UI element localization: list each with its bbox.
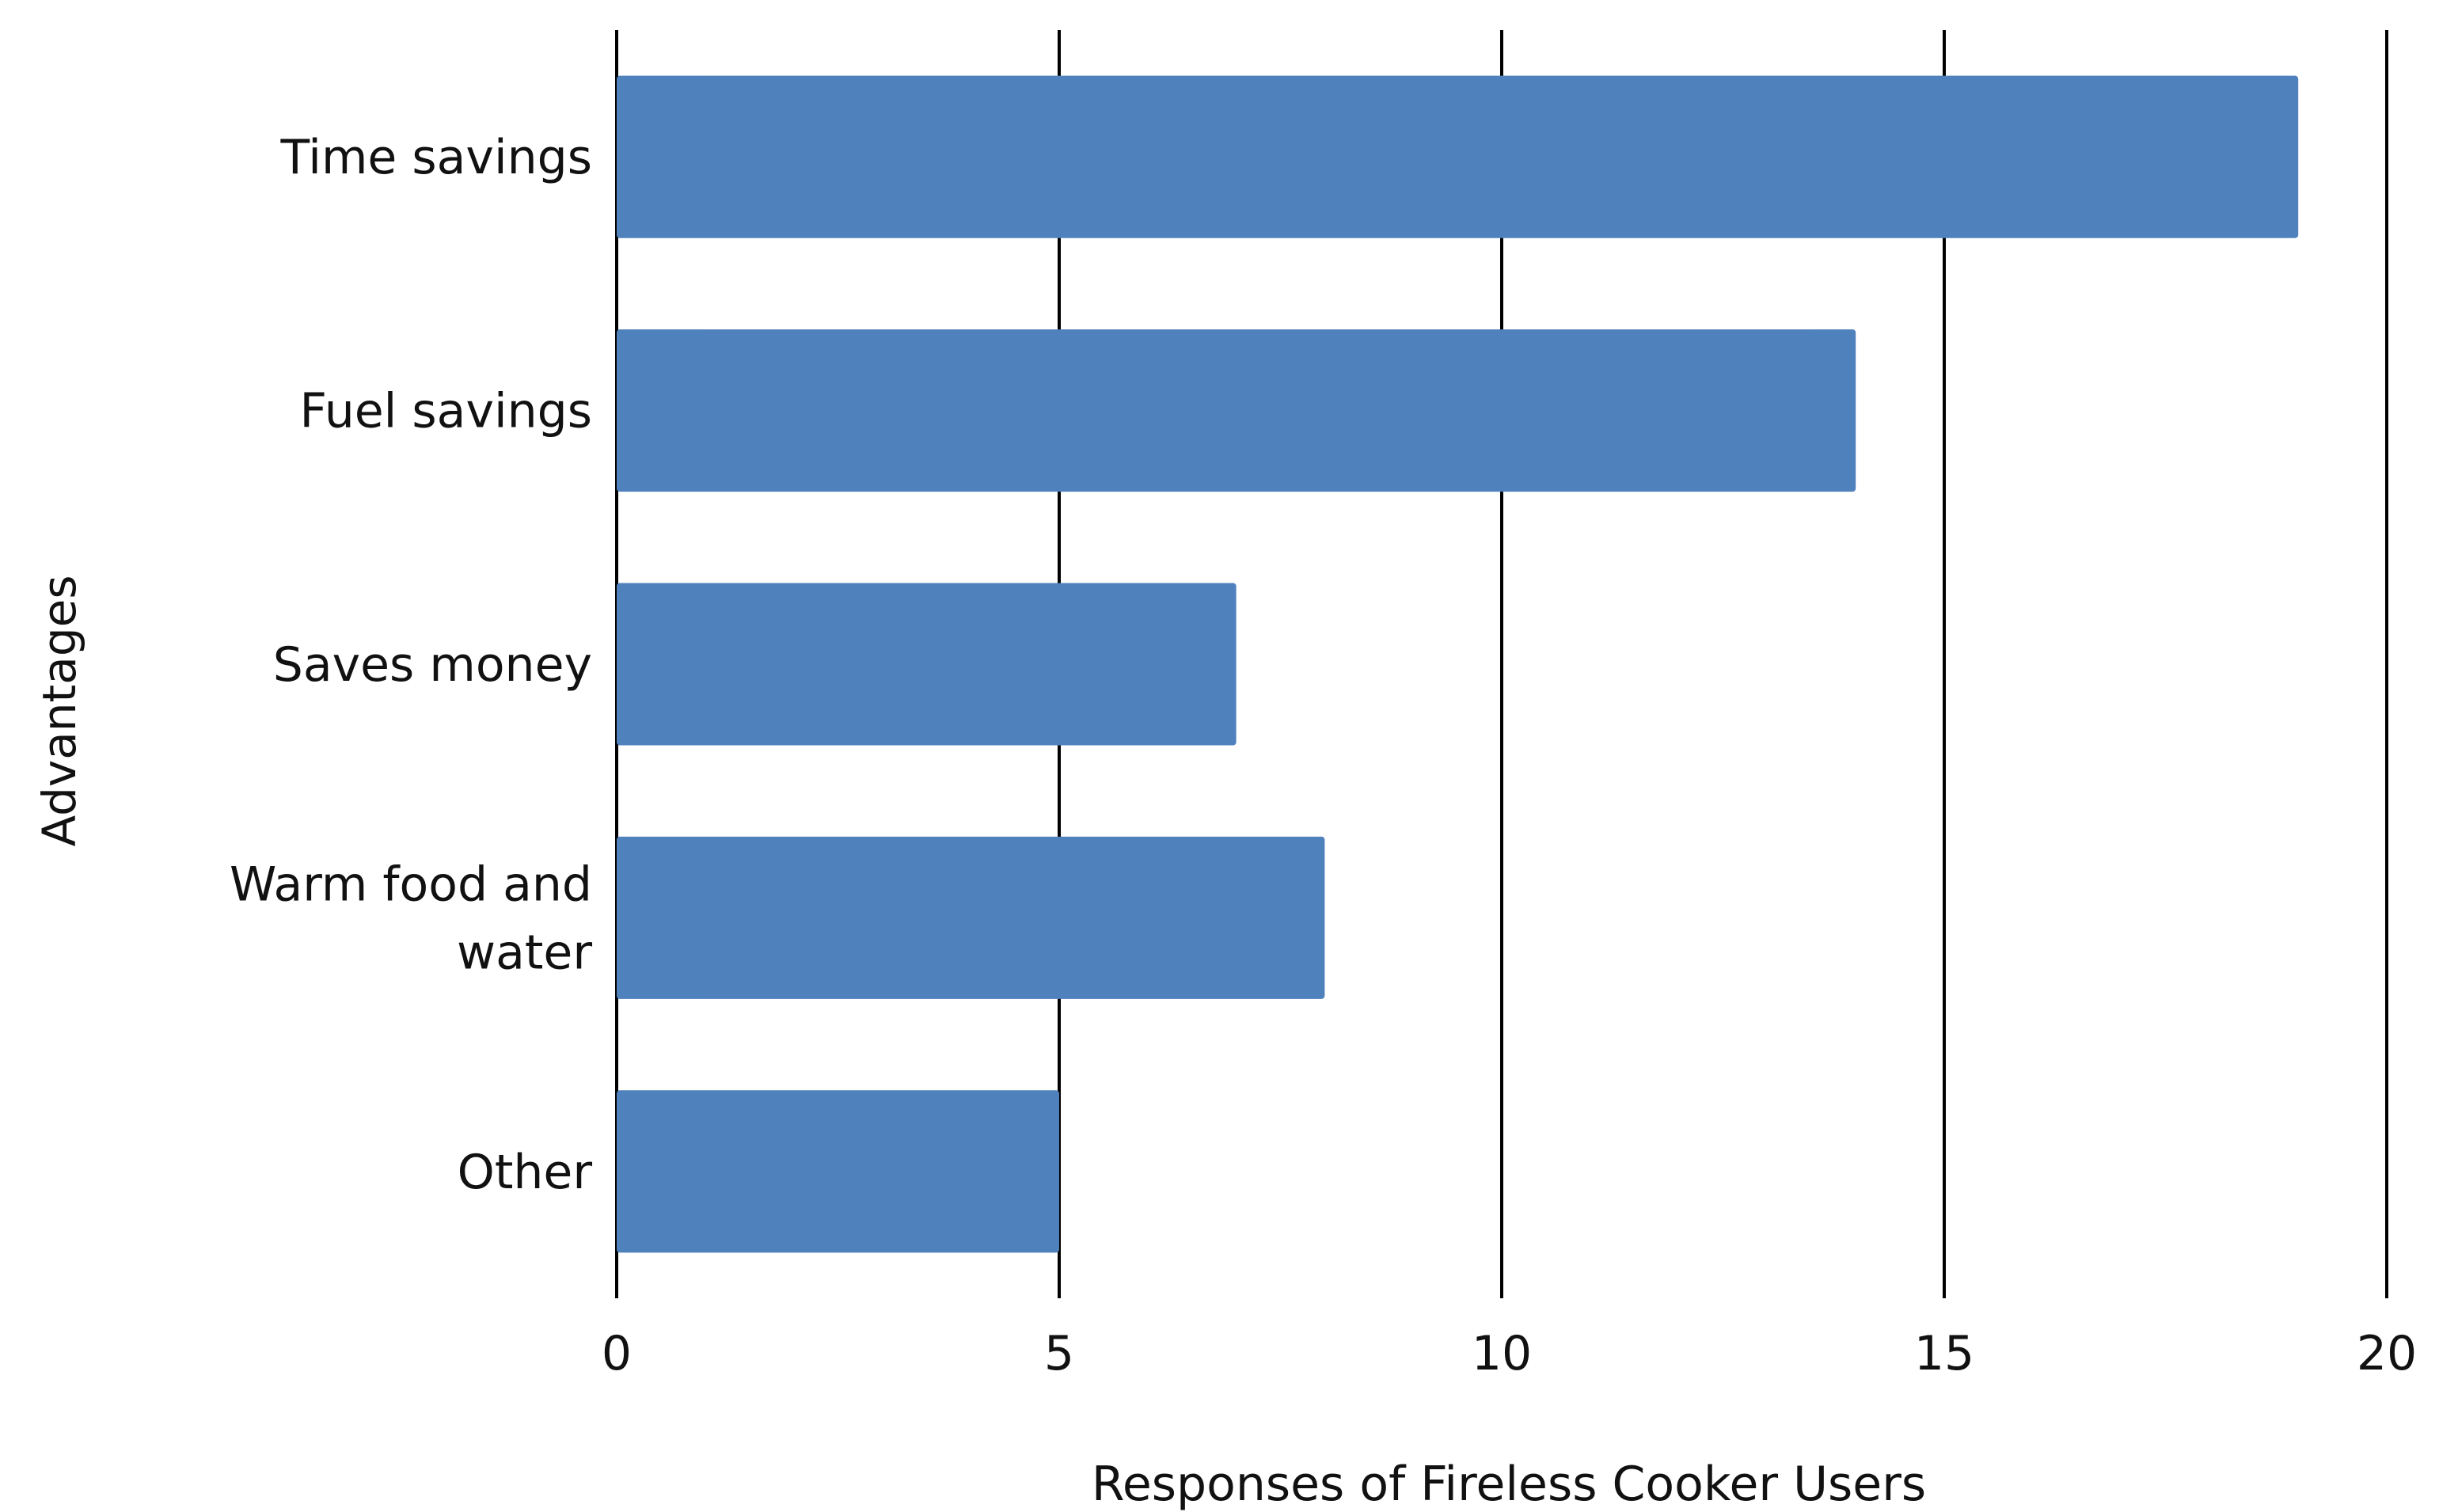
category-label-2-line-0: Saves money bbox=[273, 637, 592, 693]
category-labels: Time savings Fuel savings Saves money Warm … bbox=[230, 130, 592, 1200]
x-tick-label-3: 15 bbox=[1914, 1326, 1974, 1381]
category-label-4-line-0: Other bbox=[458, 1145, 593, 1200]
category-label-4: Other bbox=[458, 1145, 593, 1200]
gridlines bbox=[615, 30, 2388, 1298]
category-label-1: Fuel savings bbox=[300, 384, 593, 439]
x-tick-label-2: 10 bbox=[1472, 1326, 1532, 1381]
x-tick-label-1: 5 bbox=[1044, 1326, 1074, 1381]
bar-4 bbox=[617, 1090, 1059, 1253]
category-label-3-line-0: Warm food and bbox=[230, 857, 592, 912]
category-label-3: Warm food and water bbox=[230, 857, 592, 980]
category-label-0: Time savings bbox=[280, 130, 593, 185]
bar-0 bbox=[617, 75, 2299, 238]
y-axis-title: Advantages bbox=[32, 575, 86, 846]
category-label-3-line-1: water bbox=[457, 925, 592, 980]
category-label-2: Saves money bbox=[273, 637, 592, 693]
bar-3 bbox=[617, 836, 1325, 999]
bar-2 bbox=[617, 583, 1237, 746]
x-tick-label-0: 0 bbox=[602, 1326, 632, 1381]
category-label-0-line-0: Time savings bbox=[280, 130, 593, 185]
x-tick-label-4: 20 bbox=[2357, 1326, 2417, 1381]
x-axis-title: Responses of Fireless Cooker Users bbox=[1092, 1457, 1926, 1512]
bars bbox=[617, 75, 2299, 1253]
x-tick-labels: 0 5 10 15 20 bbox=[602, 1326, 2417, 1381]
category-label-1-line-0: Fuel savings bbox=[300, 384, 593, 439]
bar-1 bbox=[617, 329, 1856, 492]
